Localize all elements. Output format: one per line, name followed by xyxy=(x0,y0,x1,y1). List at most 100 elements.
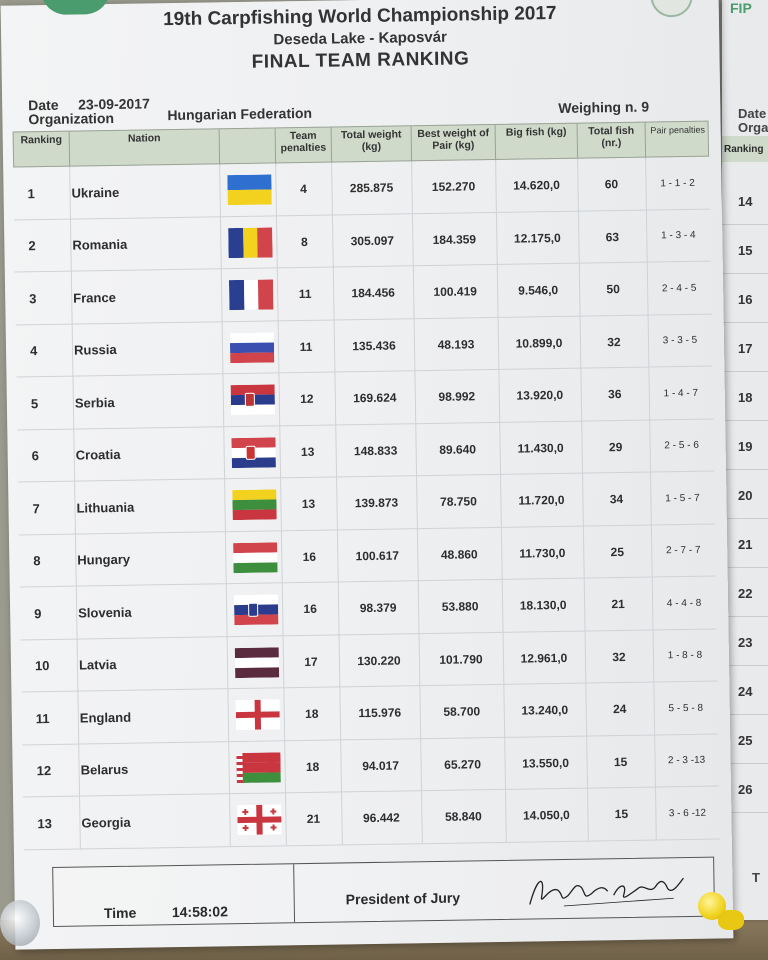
rank-cell: 3 xyxy=(29,290,37,306)
pair-penalties-cell: 2 - 4 - 5 xyxy=(661,282,697,294)
nation-cell: Latvia xyxy=(78,656,117,673)
pair-penalties-cell: 2 - 3 -13 xyxy=(667,754,706,767)
nation-cell: Lithuania xyxy=(76,499,135,516)
divider xyxy=(722,420,768,421)
next-sheet-rank: 18 xyxy=(738,390,753,405)
rank-cell: 10 xyxy=(34,658,50,674)
big-fish-cell: 12.175,0 xyxy=(513,230,561,246)
total-weight-cell: 139.873 xyxy=(354,495,399,511)
nation-cell: England xyxy=(79,709,132,726)
rank-cell: 12 xyxy=(36,762,52,779)
total-fish-cell: 15 xyxy=(614,806,629,822)
rank-cell: 9 xyxy=(34,605,42,621)
next-sheet-rank: 20 xyxy=(738,488,753,503)
big-fish-cell: 12.961,0 xyxy=(520,650,568,666)
total-weight-cell: 169.624 xyxy=(353,390,397,406)
total-weight-cell: 285.875 xyxy=(349,180,394,196)
total-fish-cell: 32 xyxy=(612,649,626,664)
total-weight-cell: 98.379 xyxy=(359,600,397,616)
next-sheet-rank: 21 xyxy=(738,537,753,552)
nation-cell: Romania xyxy=(72,236,128,253)
nation-cell: Ukraine xyxy=(71,184,120,201)
best-weight-cell: 98.992 xyxy=(438,389,476,404)
jury-signature xyxy=(529,877,684,907)
rank-cell: 8 xyxy=(33,553,41,569)
total-fish-cell: 15 xyxy=(613,754,628,769)
next-sheet-rank: 22 xyxy=(738,586,753,601)
footer-divider xyxy=(293,864,296,923)
flag-cell xyxy=(226,321,279,374)
team-penalties-cell: 13 xyxy=(301,496,316,512)
georgia-flag-icon xyxy=(237,804,282,836)
total-weight-cell: 305.097 xyxy=(350,233,395,248)
rank-cell: 6 xyxy=(31,448,40,464)
serbia-flag-icon xyxy=(230,384,276,416)
next-sheet-footer-letter: T xyxy=(752,870,760,885)
flag-cell xyxy=(230,583,283,636)
total-fish-cell: 50 xyxy=(606,282,620,297)
big-fish-cell: 11.430,0 xyxy=(517,440,564,456)
table-body: 1 Ukraine 4 285.875 152.270 14.620,0 60 1 - 1 -… xyxy=(13,156,720,850)
big-fish-cell: 11.730,0 xyxy=(519,545,566,561)
organization-value: Hungarian Federation xyxy=(167,104,313,124)
nation-cell: Hungary xyxy=(77,551,131,568)
rank-cell: 2 xyxy=(28,238,36,254)
total-fish-cell: 60 xyxy=(604,177,619,192)
time-label: Time xyxy=(103,904,137,922)
divider xyxy=(722,371,768,372)
col-team-penalties: Team penalties xyxy=(275,127,333,165)
ukraine-flag-icon xyxy=(227,174,272,206)
best-weight-cell: 101.790 xyxy=(439,651,483,667)
total-fish-cell: 36 xyxy=(608,386,622,402)
slovenia-flag-icon xyxy=(233,594,279,626)
next-sheet-corner-label: FIP xyxy=(730,0,752,16)
total-weight-cell: 148.833 xyxy=(353,443,398,458)
col-total-weight: Total weight (kg) xyxy=(331,126,413,164)
total-fish-cell: 25 xyxy=(610,544,625,559)
team-penalties-cell: 13 xyxy=(300,444,315,459)
col-flag xyxy=(219,128,277,166)
flag-cell xyxy=(225,268,278,321)
rank-cell: 13 xyxy=(37,815,53,831)
nation-cell: Georgia xyxy=(81,814,131,831)
total-fish-cell: 63 xyxy=(605,229,620,244)
divider xyxy=(722,322,768,323)
col-ranking: Ranking xyxy=(13,131,71,169)
weighing-number: Weighing n. 9 xyxy=(558,98,650,116)
next-sheet-rank: 24 xyxy=(738,684,753,699)
best-weight-cell: 48.860 xyxy=(440,546,478,562)
big-fish-cell: 13.240,0 xyxy=(521,702,569,718)
next-sheet-rank: 23 xyxy=(738,635,753,650)
pair-penalties-cell: 3 - 3 - 5 xyxy=(662,334,698,347)
flag-cell xyxy=(231,636,284,689)
total-weight-cell: 96.442 xyxy=(362,810,400,826)
pair-penalties-cell: 1 - 5 - 7 xyxy=(665,492,700,504)
best-weight-cell: 53.880 xyxy=(441,599,479,614)
best-weight-cell: 100.419 xyxy=(433,284,477,299)
next-sheet-header: Ranking xyxy=(722,136,768,162)
col-best-weight: Best weight of Pair (kg) xyxy=(411,124,497,163)
total-weight-cell: 100.617 xyxy=(355,548,400,563)
divider xyxy=(722,224,768,225)
total-weight-cell: 135.436 xyxy=(352,338,396,353)
team-penalties-cell: 16 xyxy=(303,601,317,617)
team-penalties-cell: 18 xyxy=(305,759,320,774)
time-value: 14:58:02 xyxy=(171,903,229,921)
flag-cell xyxy=(232,741,285,794)
footer-box: Time 14:58:02 President of Jury xyxy=(52,856,716,927)
flag-cell xyxy=(226,373,279,426)
pair-penalties-cell: 1 - 1 - 2 xyxy=(660,177,695,189)
pair-penalties-cell: 5 - 5 - 8 xyxy=(668,702,704,714)
divider xyxy=(722,469,768,470)
col-total-fish: Total fish (nr.) xyxy=(577,122,647,160)
team-penalties-cell: 18 xyxy=(304,706,319,722)
flag-cell xyxy=(229,531,282,584)
divider xyxy=(722,665,768,666)
team-penalties-cell: 11 xyxy=(298,286,312,302)
rank-cell: 7 xyxy=(32,500,40,516)
rank-cell: 11 xyxy=(35,710,50,726)
lithuania-flag-icon xyxy=(232,489,277,521)
rank-cell: 4 xyxy=(29,343,38,359)
team-penalties-cell: 17 xyxy=(304,654,318,669)
big-fish-cell: 13.550,0 xyxy=(522,755,570,771)
